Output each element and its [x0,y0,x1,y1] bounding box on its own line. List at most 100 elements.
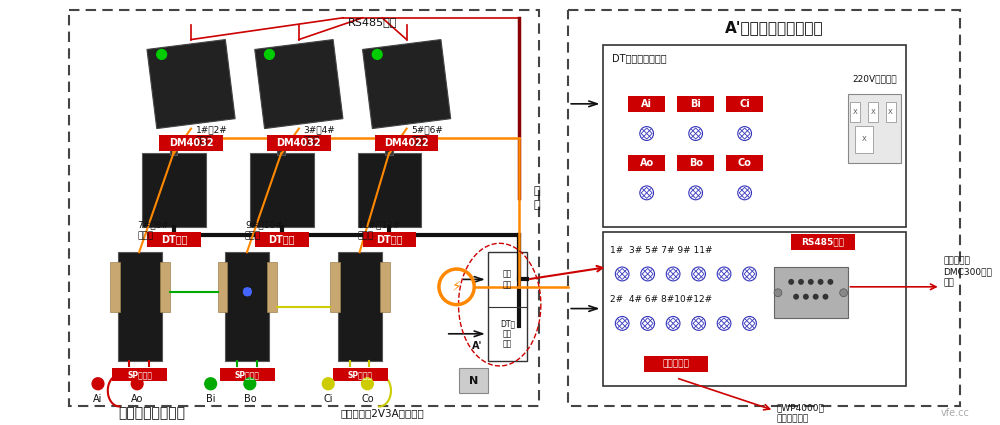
Text: SP传感器: SP传感器 [348,370,373,380]
Polygon shape [147,40,235,129]
Text: X: X [853,109,858,115]
Text: 7#、8#
光纤口: 7#、8# 光纤口 [137,221,169,241]
Text: Ao: Ao [640,158,654,168]
Circle shape [244,378,256,390]
Bar [220,368,275,381]
Circle shape [803,294,809,300]
Text: 测量柜设备布置图: 测量柜设备布置图 [118,406,185,420]
Circle shape [813,294,819,300]
Text: DM4022: DM4022 [384,139,429,148]
Circle shape [818,279,824,285]
Bar [118,252,162,361]
Text: 11#、12#
光纤口: 11#、12# 光纤口 [358,221,401,241]
Circle shape [793,294,799,300]
Text: 至操作台的
DMC300数字
主机: 至操作台的 DMC300数字 主机 [944,256,992,288]
Bar [628,96,665,112]
Text: Ai: Ai [93,394,103,404]
Bar [110,262,120,312]
Text: RS485总线: RS485总线 [348,17,397,27]
Bar [277,147,285,155]
Circle shape [362,378,373,390]
Text: Ao: Ao [131,394,143,404]
Text: 2#  4# 6# 8#10#12#: 2# 4# 6# 8#10#12# [610,295,713,304]
Text: DM4032: DM4032 [277,139,321,148]
Bar [488,252,527,361]
Circle shape [205,378,217,390]
Text: 220V电源接入: 220V电源接入 [852,75,897,84]
Text: Ci: Ci [739,99,750,109]
Bar [628,155,665,171]
Text: RS485接口: RS485接口 [802,238,845,247]
Text: X: X [862,136,867,142]
Text: Ci: Ci [323,394,333,404]
Bar [255,232,309,247]
Text: N: N [469,376,478,386]
Text: 3#、4#
光纤口: 3#、4# 光纤口 [304,125,335,145]
Bar [333,368,388,381]
Circle shape [372,49,382,60]
Circle shape [265,49,274,60]
Text: SP传感器: SP传感器 [127,370,152,380]
Bar [358,153,421,227]
Text: Bi: Bi [690,99,701,109]
Bar [644,356,708,372]
Bar [774,267,848,318]
Text: Co: Co [738,158,752,168]
Bar [225,252,269,361]
Bar [568,10,960,405]
Circle shape [788,279,794,285]
Text: Ai: Ai [641,99,652,109]
Bar [160,262,170,312]
Text: Bo: Bo [244,394,256,404]
Text: 光纤续接口: 光纤续接口 [663,360,689,368]
Bar [603,232,906,386]
Circle shape [157,49,167,60]
Text: DM4032: DM4032 [169,139,213,148]
Bar [726,96,763,112]
Text: DT模块: DT模块 [161,234,187,244]
Text: 至WP4000变
频功率分析仪: 至WP4000变 频功率分析仪 [776,403,824,423]
Text: Bi: Bi [206,394,215,404]
Bar [677,155,714,171]
Bar [791,235,855,250]
Polygon shape [363,40,451,129]
Bar [330,262,340,312]
Text: DT模块: DT模块 [376,234,403,244]
Bar [159,136,223,151]
Bar [267,262,277,312]
Bar [69,10,539,405]
Text: ⚡: ⚡ [452,280,461,294]
Bar [250,153,314,227]
Bar [363,232,416,247]
Text: 1#、2#
光纤口: 1#、2# 光纤口 [196,125,228,145]
Bar [380,262,390,312]
Bar [267,136,331,151]
Text: DT模块电缆线接入: DT模块电缆线接入 [612,54,667,63]
Bar [868,102,878,122]
Text: 5#、6#
光纤口: 5#、6# 光纤口 [412,125,443,145]
Circle shape [827,279,833,285]
Text: A': A' [472,341,482,351]
Bar [385,147,393,155]
Text: X: X [871,109,875,115]
Text: vfe.cc: vfe.cc [941,408,970,419]
Text: SP传感器: SP传感器 [235,370,260,380]
Bar [112,368,167,381]
Bar [170,147,177,155]
Text: DT模块: DT模块 [268,234,295,244]
Text: 图中接法为2V3A接线方式: 图中接法为2V3A接线方式 [340,408,424,419]
Bar [147,232,201,247]
Bar [848,94,901,163]
Circle shape [823,294,828,300]
Circle shape [808,279,814,285]
Bar [855,126,873,153]
Text: 光
纤: 光 纤 [534,186,540,210]
Bar [886,102,896,122]
Text: 1#  3# 5# 7# 9# 11#: 1# 3# 5# 7# 9# 11# [610,246,713,255]
Text: DT电
缆线
接口: DT电 缆线 接口 [500,319,515,348]
Text: Co: Co [361,394,374,404]
Text: A'：输入和输出接口板: A'：输入和输出接口板 [725,20,823,35]
Text: 9#、10#
光纤口: 9#、10# 光纤口 [245,221,283,241]
Text: 输出
接口: 输出 接口 [503,270,512,289]
Text: Bo: Bo [689,158,703,168]
